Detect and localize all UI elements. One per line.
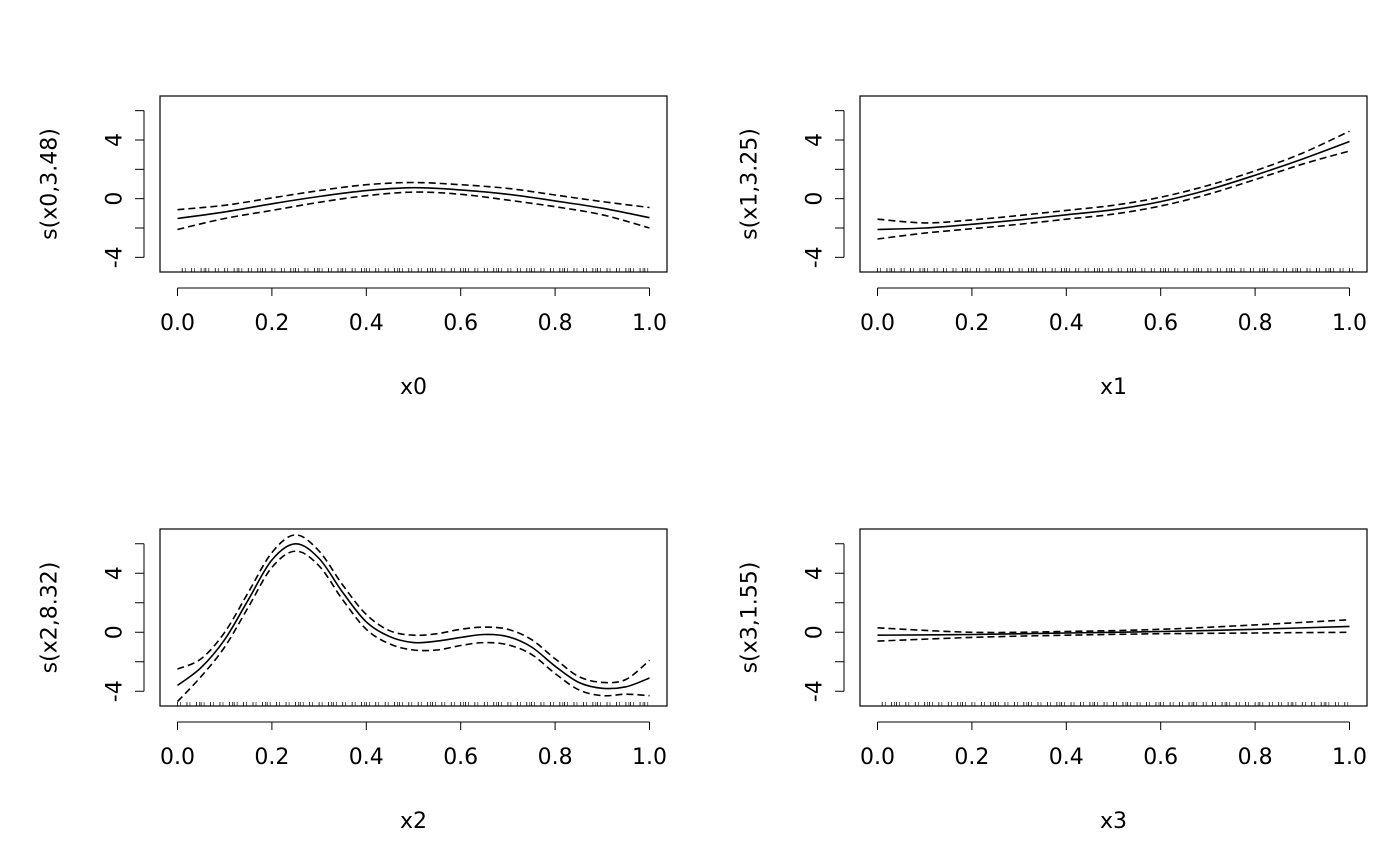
y-axis-title: s(x0,3.48) <box>38 128 63 240</box>
x-tick-label: 0.8 <box>538 311 573 336</box>
smooth-panel: 0.0 0.2 0.4 0.6 0.8 1.0 -4 0 4 x3 s(x3,1.55) <box>738 528 1368 834</box>
plot-frame <box>859 528 1368 707</box>
x-tick-label: 0.8 <box>1238 311 1273 336</box>
y-tick-label: 4 <box>803 133 828 147</box>
y-tick-label: 4 <box>103 566 128 580</box>
x-tick-label: 0.8 <box>1238 745 1273 770</box>
y-tick-label: 0 <box>103 625 128 639</box>
x-tick-label: 0.2 <box>254 745 289 770</box>
x-tick-label: 0.2 <box>954 311 989 336</box>
y-tick-label: 4 <box>103 133 128 147</box>
plot-frame <box>159 95 668 273</box>
x-tick-label: 0.6 <box>1143 311 1178 336</box>
confidence-band-line <box>877 631 1350 642</box>
x-axis-title: x0 <box>400 375 427 400</box>
smooth-estimate-line <box>877 140 1350 231</box>
smooth-estimate-line <box>177 542 650 690</box>
y-tick-label: -4 <box>803 680 828 702</box>
y-tick-label: -4 <box>803 246 828 268</box>
x-tick-label: 1.0 <box>1332 311 1367 336</box>
x-tick-label: 0.2 <box>954 745 989 770</box>
smooth-panel: 0.0 0.2 0.4 0.6 0.8 1.0 -4 0 4 x0 s(x0,3.48) <box>38 95 668 400</box>
plot-frame <box>859 95 1368 273</box>
confidence-band-line <box>877 150 1350 240</box>
x-tick-label: 0.6 <box>443 311 478 336</box>
y-tick-label: 4 <box>803 566 828 580</box>
x-tick-label: 1.0 <box>1332 745 1367 770</box>
confidence-band-line <box>177 191 650 231</box>
y-tick-label: 0 <box>803 625 828 639</box>
y-tick-label: 0 <box>103 192 128 206</box>
x-tick-label: 1.0 <box>632 311 667 336</box>
x-tick-label: 0.8 <box>538 745 573 770</box>
confidence-band-line <box>177 181 650 211</box>
rug-plot <box>881 702 1349 706</box>
x-tick-label: 0.0 <box>160 311 195 336</box>
x-tick-label: 0.4 <box>349 745 384 770</box>
plot-frame <box>159 528 668 707</box>
x-tick-label: 1.0 <box>632 745 667 770</box>
x-tick-label: 0.4 <box>349 311 384 336</box>
confidence-band-line <box>877 618 1350 634</box>
smooth-panel: 0.0 0.2 0.4 0.6 0.8 1.0 -4 0 4 x1 s(x1,3.25) <box>738 95 1368 400</box>
y-axis-title: s(x1,3.25) <box>738 128 763 240</box>
confidence-band-line <box>176 550 650 703</box>
x-tick-label: 0.0 <box>860 311 895 336</box>
x-tick-label: 0.0 <box>860 745 895 770</box>
rug-plot <box>181 268 649 272</box>
confidence-band-line <box>877 130 1350 224</box>
x-tick-label: 0.4 <box>1049 745 1084 770</box>
y-tick-label: -4 <box>103 680 128 702</box>
smooth-estimate-line <box>177 186 650 220</box>
x-tick-label: 0.6 <box>443 745 478 770</box>
y-axis-title: s(x3,1.55) <box>738 562 763 674</box>
x-axis-title: x1 <box>1100 375 1127 400</box>
x-tick-label: 0.4 <box>1049 311 1084 336</box>
smooth-estimate-line <box>877 625 1350 636</box>
rug-plot <box>177 702 649 706</box>
x-tick-label: 0.2 <box>254 311 289 336</box>
x-tick-label: 0.6 <box>1143 745 1178 770</box>
x-tick-label: 0.0 <box>160 745 195 770</box>
x-axis-title: x2 <box>400 809 427 834</box>
y-tick-label: 0 <box>803 192 828 206</box>
y-tick-label: -4 <box>103 246 128 268</box>
y-axis-title: s(x2,8.32) <box>38 562 63 674</box>
confidence-band-line <box>177 534 651 684</box>
smooth-panel: 0.0 0.2 0.4 0.6 0.8 1.0 -4 0 4 x2 s(x2,8.32) <box>38 528 668 834</box>
x-axis-title: x3 <box>1100 809 1127 834</box>
rug-plot <box>877 268 1353 272</box>
